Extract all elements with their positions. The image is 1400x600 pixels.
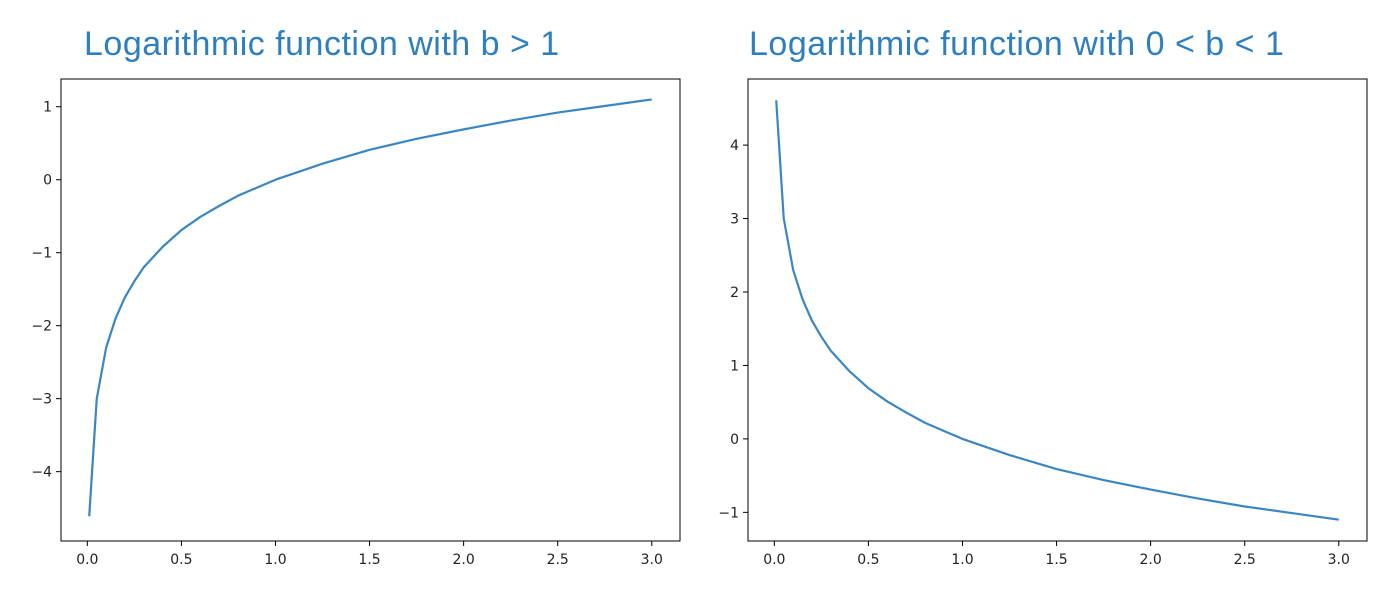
x-tick-label: 3.0 [1328,552,1350,568]
series-line-0 [775,100,1339,521]
x-tick-label: 2.5 [547,552,569,568]
y-tick-label: −2 [31,319,52,335]
x-tick-label: 2.0 [452,552,474,568]
x-tick-label: 1.0 [264,552,286,568]
y-tick-label: 2 [730,285,739,301]
y-tick-label: −1 [31,246,52,262]
x-tick-label: 0.5 [170,552,192,568]
series-line-0 [88,98,652,517]
x-tick-label: 1.0 [951,552,973,568]
y-tick-label: 1 [730,358,739,374]
x-tick-label: 2.5 [1234,552,1256,568]
y-tick-label: −1 [718,505,739,521]
y-tick-label: −3 [31,392,52,408]
plot-frame [747,78,1368,542]
x-tick-label: 3.0 [641,552,663,568]
chart-title-right: Logarithmic function with 0 < b < 1 [749,25,1285,63]
x-tick-label: 2.0 [1139,552,1161,568]
y-tick-label: 4 [730,138,739,154]
plot-frame [60,78,681,542]
y-tick-label: 0 [43,173,52,189]
x-tick-label: 0.5 [857,552,879,568]
y-tick-label: 3 [730,212,739,228]
y-tick-label: −4 [31,465,52,481]
x-tick-label: 0.0 [763,552,785,568]
chart-title-left: Logarithmic function with b > 1 [84,25,560,63]
log-chart-b-greater-than-1: 0.0 0.5 1.0 1.5 2.0 2.5 3.0 −4 −3 −2 −1 0 1 [31,78,681,568]
y-tick-label: 1 [43,100,52,116]
x-tick-label: 0.0 [76,552,98,568]
x-tick-label: 1.5 [1045,552,1067,568]
y-tick-label: 0 [730,432,739,448]
log-chart-b-between-0-and-1: 0.0 0.5 1.0 1.5 2.0 2.5 3.0 −1 0 1 2 3 4 [718,78,1368,568]
x-tick-label: 1.5 [358,552,380,568]
